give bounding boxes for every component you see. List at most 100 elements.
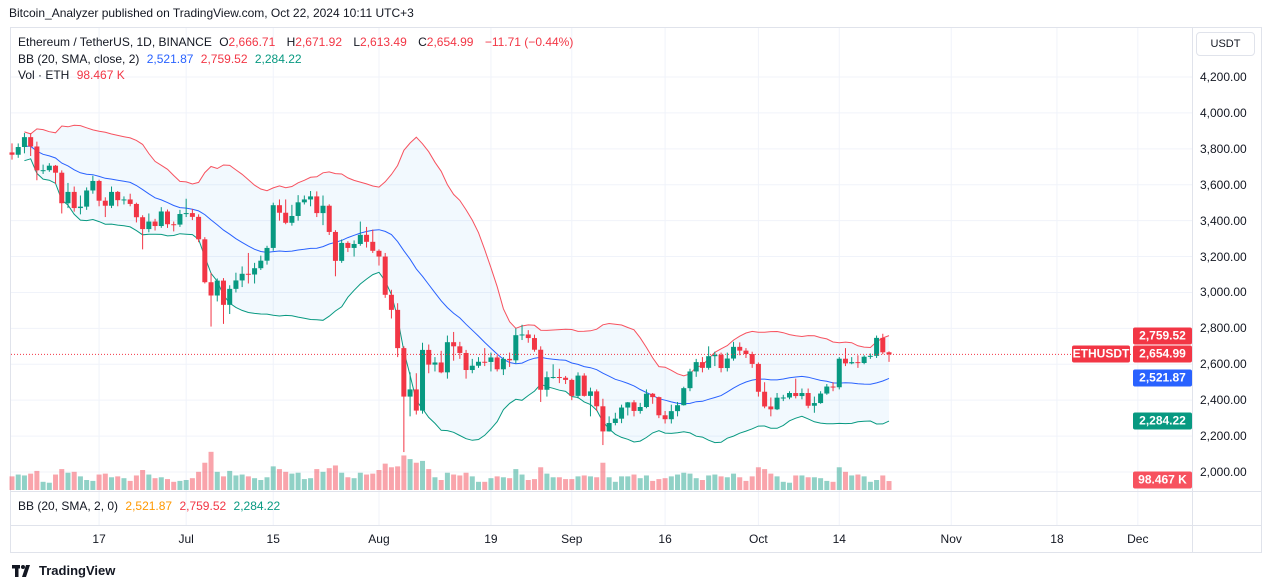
candle — [413, 389, 419, 411]
currency-button[interactable]: USDT — [1196, 32, 1255, 56]
volume-bar — [158, 477, 164, 490]
volume-bar — [476, 481, 481, 490]
volume-bar — [320, 471, 326, 490]
volume-legend[interactable]: Vol · ETH 98.467 K — [18, 68, 129, 82]
volume-bar — [749, 476, 755, 490]
candle — [755, 363, 761, 392]
candle — [395, 309, 401, 349]
volume-bar — [681, 472, 687, 490]
price-tick-label: 3,000.00 — [1200, 285, 1247, 300]
candle — [793, 393, 799, 397]
volume-bar — [594, 477, 600, 490]
volume-bar — [600, 462, 606, 490]
volume-bar — [712, 474, 718, 490]
bb-lower-line — [24, 158, 890, 444]
volume-bar — [575, 476, 581, 490]
volume-bar — [855, 474, 861, 490]
publish-info: Bitcoin_Analyzer published on TradingVie… — [9, 6, 414, 20]
volume-bar — [351, 478, 357, 490]
candle — [351, 243, 357, 248]
volume-bar — [177, 480, 183, 490]
symbol-name: Ethereum / TetherUS, 1D, BINANCE — [18, 35, 212, 49]
volume-bar — [345, 477, 351, 490]
volume-bar — [28, 473, 34, 490]
candle — [737, 346, 743, 351]
symbol-legend[interactable]: Ethereum / TetherUS, 1D, BINANCE O2,666.… — [18, 35, 577, 49]
volume-bar — [606, 477, 612, 490]
bb-upper-tag: 2,759.52 — [1133, 327, 1192, 345]
volume-bar — [239, 474, 245, 490]
candle — [824, 386, 830, 394]
tradingview-logo[interactable]: TradingView — [12, 563, 115, 578]
candle — [77, 206, 83, 209]
volume-bar — [77, 476, 83, 490]
volume-bar — [152, 478, 158, 490]
candle — [650, 393, 656, 398]
candle — [15, 147, 21, 155]
volume-bar — [376, 470, 382, 490]
volume-bar — [401, 455, 407, 490]
time-tick-label: 15 — [266, 532, 280, 546]
volume-bar — [40, 481, 46, 490]
time-tick-label: Nov — [940, 532, 962, 546]
vol-value: 98.467 K — [76, 68, 125, 82]
chart-frame — [10, 27, 1262, 553]
price-tick-label: 2,400.00 — [1200, 393, 1247, 408]
price-tick-label: 3,400.00 — [1200, 213, 1247, 228]
lower-pane-legend[interactable]: BB (20, SMA, 2, 0) 2,521.87 2,759.52 2,2… — [18, 499, 284, 513]
candle — [115, 191, 121, 201]
volume-bar — [289, 473, 295, 490]
candle — [21, 137, 27, 148]
candle — [28, 137, 34, 147]
volume-bar — [463, 472, 469, 490]
time-tick-label: 16 — [658, 532, 672, 546]
candle — [805, 393, 811, 406]
time-tick-label: 14 — [832, 532, 846, 546]
volume-bar — [357, 472, 363, 490]
symbol-tag: ETHUSDT — [1072, 345, 1130, 363]
volume-bar — [619, 476, 625, 490]
candle — [127, 199, 133, 204]
volume-bar — [675, 474, 681, 490]
volume-bar — [824, 480, 830, 490]
candle — [500, 358, 506, 370]
candle — [587, 391, 593, 396]
volume-bar — [127, 480, 133, 490]
candle — [426, 349, 432, 365]
volume-bar — [706, 475, 712, 490]
bb-basis-line — [24, 145, 890, 405]
bb-label: BB (20, SMA, close, 2) — [18, 52, 140, 66]
volume-bar — [301, 479, 307, 490]
volume-bar — [793, 475, 799, 490]
candle — [357, 234, 363, 244]
candle — [482, 361, 488, 363]
volume-bar — [46, 482, 52, 490]
candle — [208, 282, 214, 296]
candle — [258, 260, 264, 269]
volume-bar — [500, 477, 506, 490]
volume-bar — [550, 477, 556, 490]
lower-pane-label: BB (20, SMA, 2, 0) — [18, 499, 119, 513]
volume-bar — [811, 477, 817, 490]
volume-bar — [53, 474, 59, 490]
candle — [743, 350, 749, 355]
volume-bar — [581, 475, 587, 490]
volume-bar — [699, 480, 705, 490]
volume-bar — [731, 473, 737, 490]
volume-bar — [326, 468, 332, 490]
candle — [886, 352, 892, 355]
candle — [407, 389, 413, 397]
bb-legend[interactable]: BB (20, SMA, close, 2) 2,521.87 2,759.52… — [18, 52, 306, 66]
lower-pane-basis: 2,521.87 — [125, 499, 173, 513]
candle — [252, 268, 258, 275]
bb-upper-line — [24, 124, 890, 377]
candle — [320, 205, 326, 214]
bb-lower-value: 2,284.22 — [254, 52, 302, 66]
volume-bar — [227, 470, 233, 490]
candle — [183, 213, 189, 215]
volume-bar — [861, 476, 867, 490]
candle — [345, 242, 351, 248]
close-label: C — [418, 35, 427, 49]
candle — [239, 273, 245, 281]
